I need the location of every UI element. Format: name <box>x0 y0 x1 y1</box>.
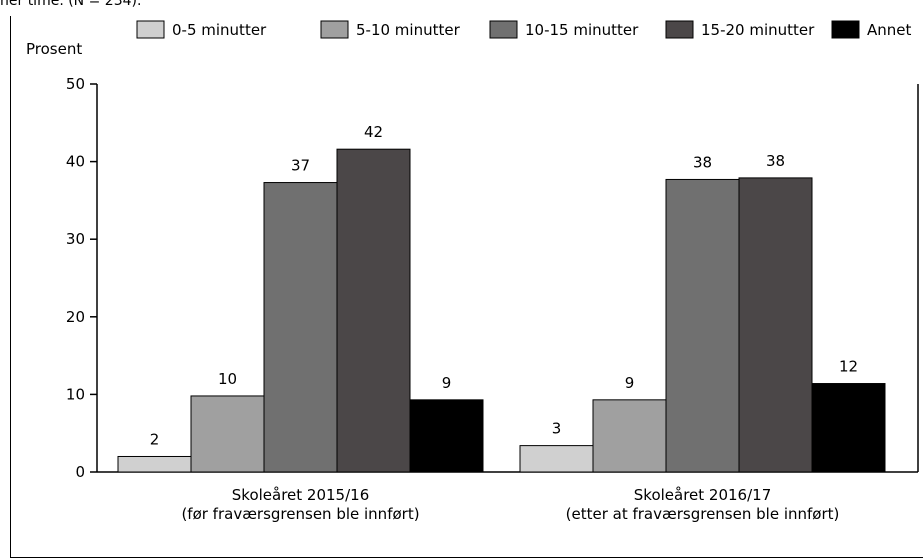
bar <box>519 445 594 473</box>
x-axis-labels: Skoleåret 2015/16(før fraværsgrensen ble… <box>181 486 839 523</box>
bar-value-label: 9 <box>625 374 635 392</box>
chart-frame <box>10 16 923 558</box>
legend-swatch <box>320 20 349 39</box>
bar <box>190 395 265 473</box>
legend-label: 5-10 minutter <box>356 21 461 39</box>
bar <box>336 148 411 473</box>
category-label: (etter at fraværsgrensen ble innført) <box>566 505 840 523</box>
bar-value-label: 12 <box>839 358 858 376</box>
legend-label: 10-15 minutter <box>525 21 639 39</box>
legend-item: Annet <box>831 20 912 39</box>
y-tick-label: 20 <box>66 308 85 326</box>
legend-swatch <box>489 20 518 39</box>
bar <box>409 399 484 473</box>
bar <box>592 399 667 473</box>
bar-value-label: 37 <box>291 157 310 175</box>
bar <box>738 177 813 473</box>
legend-item: 15-20 minutter <box>665 20 815 39</box>
legend-item: 10-15 minutter <box>489 20 639 39</box>
bar-value-label: 3 <box>552 420 562 438</box>
legend-swatch <box>831 20 860 39</box>
bar <box>665 178 740 473</box>
bar-value-label: 42 <box>364 123 383 141</box>
y-tick-label: 10 <box>66 385 85 403</box>
category-label: (før fraværsgrensen ble innført) <box>181 505 419 523</box>
legend-item: 5-10 minutter <box>320 20 461 39</box>
bar <box>117 455 192 473</box>
bars: 2 3 10 9 37 38 42 38 9 12 <box>117 123 886 473</box>
bar-value-label: 38 <box>766 152 785 170</box>
bar-value-label: 2 <box>150 430 160 448</box>
bar-value-label: 9 <box>442 374 452 392</box>
legend-swatch <box>665 20 694 39</box>
bar-value-label: 38 <box>693 153 712 171</box>
bar-value-label: 10 <box>218 370 237 388</box>
legend-item: 0-5 minutter <box>136 20 267 39</box>
y-tick-label: 40 <box>66 153 85 171</box>
legend: 0-5 minutter 5-10 minutter 10-15 minutter 1… <box>136 20 912 39</box>
y-tick-label: 0 <box>75 463 85 481</box>
bar <box>263 182 338 473</box>
y-axis-label: Prosent <box>26 40 82 58</box>
bar <box>811 383 886 473</box>
caption-fragment: her time. (N = 234). <box>0 0 142 9</box>
y-tick-label: 50 <box>66 75 85 93</box>
legend-label: 0-5 minutter <box>172 21 267 39</box>
y-tick-label: 30 <box>66 230 85 248</box>
legend-swatch <box>136 20 165 39</box>
legend-label: Annet <box>867 21 912 39</box>
category-label: Skoleåret 2016/17 <box>634 486 771 504</box>
legend-label: 15-20 minutter <box>701 21 815 39</box>
category-label: Skoleåret 2015/16 <box>232 486 369 504</box>
